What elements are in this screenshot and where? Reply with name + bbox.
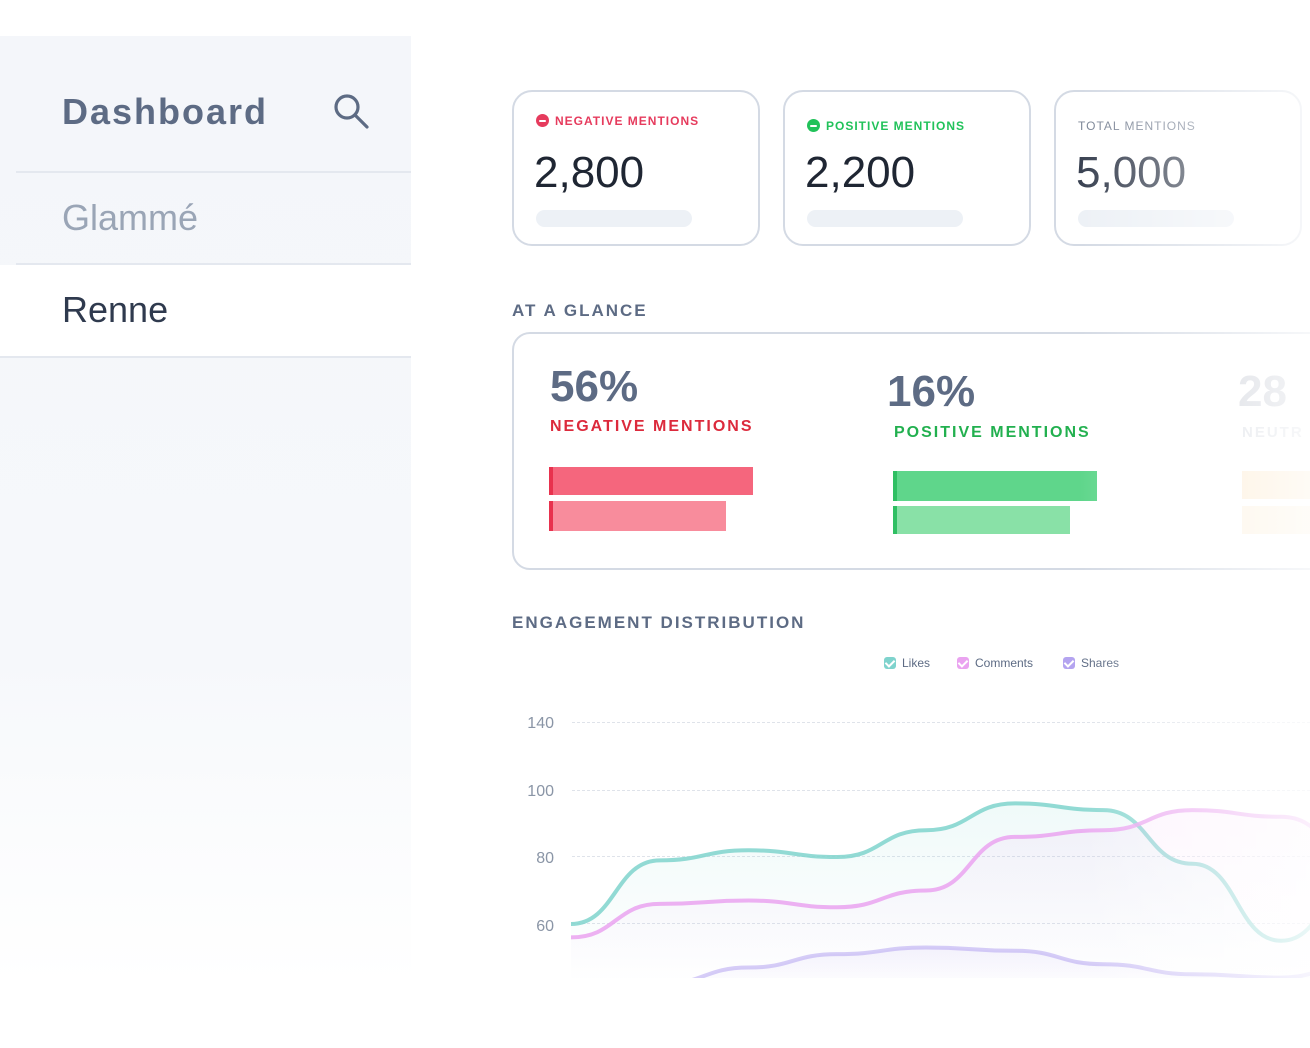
checkbox-icon (1063, 657, 1075, 669)
negative-percent: 56% (550, 362, 639, 411)
positive-percent-label: POSITIVE MENTIONS (894, 424, 1091, 441)
search-icon[interactable] (332, 92, 370, 130)
checkbox-icon (884, 657, 896, 669)
card-value: 2,800 (534, 148, 645, 197)
sidebar-item-renne[interactable]: Renne (0, 265, 411, 358)
bottom-blank (0, 978, 1310, 1048)
positive-bar-primary (893, 471, 1097, 501)
legend-comments[interactable]: Comments (957, 656, 1033, 670)
sidebar-header: Dashboard (16, 36, 411, 173)
top-bar (0, 0, 1310, 36)
card-label: NEGATIVE MENTIONS (555, 114, 700, 128)
engagement-chart (570, 801, 1310, 984)
card-label-row: NEGATIVE MENTIONS (536, 114, 699, 128)
at-a-glance-title: AT A GLANCE (512, 301, 648, 320)
legend-label: Likes (902, 656, 931, 670)
legend-label: Comments (975, 656, 1034, 670)
happy-face-icon (807, 119, 820, 132)
sidebar: Dashboard Glammé Renne (0, 36, 411, 984)
card-label: POSITIVE MENTIONS (826, 119, 966, 133)
negative-mentions-card: NEGATIVE MENTIONS 2,800 (512, 90, 760, 246)
card-placeholder-bar (807, 210, 963, 227)
negative-percent-label: NEGATIVE MENTIONS (550, 418, 754, 435)
positive-bar-secondary (893, 506, 1070, 534)
sidebar-item-label: Renne (62, 289, 169, 330)
sidebar-item-label: Glammé (62, 197, 199, 238)
sidebar-title: Dashboard (62, 91, 269, 132)
grid-line (572, 722, 1310, 723)
card-value: 2,200 (805, 148, 916, 197)
card-label-row: POSITIVE MENTIONS (807, 119, 965, 133)
positive-mentions-card: POSITIVE MENTIONS 2,200 (783, 90, 1031, 246)
sad-face-icon (536, 114, 549, 127)
negative-bar-secondary (549, 501, 726, 531)
sidebar-item-glamme[interactable]: Glammé (16, 173, 411, 265)
engagement-title: ENGAGEMENT DISTRIBUTION (512, 613, 806, 632)
positive-percent: 16% (887, 367, 976, 416)
checkbox-icon (957, 657, 969, 669)
legend-likes[interactable]: Likes (884, 656, 930, 670)
y-tick-label: 80 (536, 850, 554, 867)
main-content: NEGATIVE MENTIONS 2,800 POSITIVE MENTION… (411, 36, 1310, 984)
card-placeholder-bar (536, 210, 692, 227)
grid-line (572, 790, 1310, 791)
y-tick-label: 100 (527, 783, 554, 800)
negative-bar-primary (549, 467, 753, 495)
y-tick-label: 60 (536, 918, 554, 935)
y-tick-label: 140 (527, 715, 554, 732)
